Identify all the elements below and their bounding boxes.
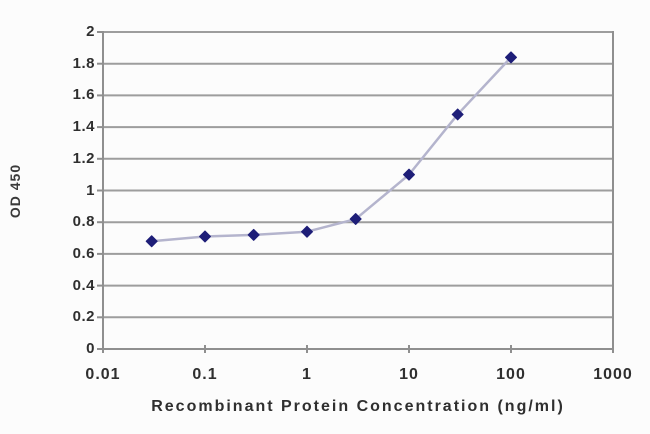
y-tick-label: 1.2 [72,149,95,167]
y-tick-label: 0.6 [72,244,95,262]
data-point [451,108,464,121]
x-tick-label: 1 [302,366,312,383]
data-point [349,213,362,226]
data-point [505,51,517,64]
data-point [145,235,158,248]
x-tick-label: 10 [399,366,419,383]
x-tick-label: 100 [496,366,526,383]
x-tick-label: 1000 [593,366,633,383]
y-tick-label: 2 [86,23,95,40]
y-tick-label: 0.4 [72,276,95,294]
x-axis-title: Recombinant Protein Concentration (ng/ml… [151,398,565,415]
data-point [301,225,313,238]
y-axis-title: OD 450 [7,163,23,219]
y-tick-label: 0.2 [72,308,95,326]
series-line [151,56,512,243]
data-point [247,228,260,241]
y-tick-label: 1.4 [72,118,95,136]
y-tick-label: 0 [86,340,95,357]
data-point [199,230,211,243]
y-tick-label: 0.8 [72,213,95,231]
y-tick-label: 1 [86,181,95,199]
x-tick-label: 0.1 [192,366,218,383]
data-point [403,168,415,181]
y-tick-label: 1.8 [72,54,95,72]
y-tick-label: 1.6 [72,86,95,104]
x-tick-label: 0.01 [85,366,121,383]
